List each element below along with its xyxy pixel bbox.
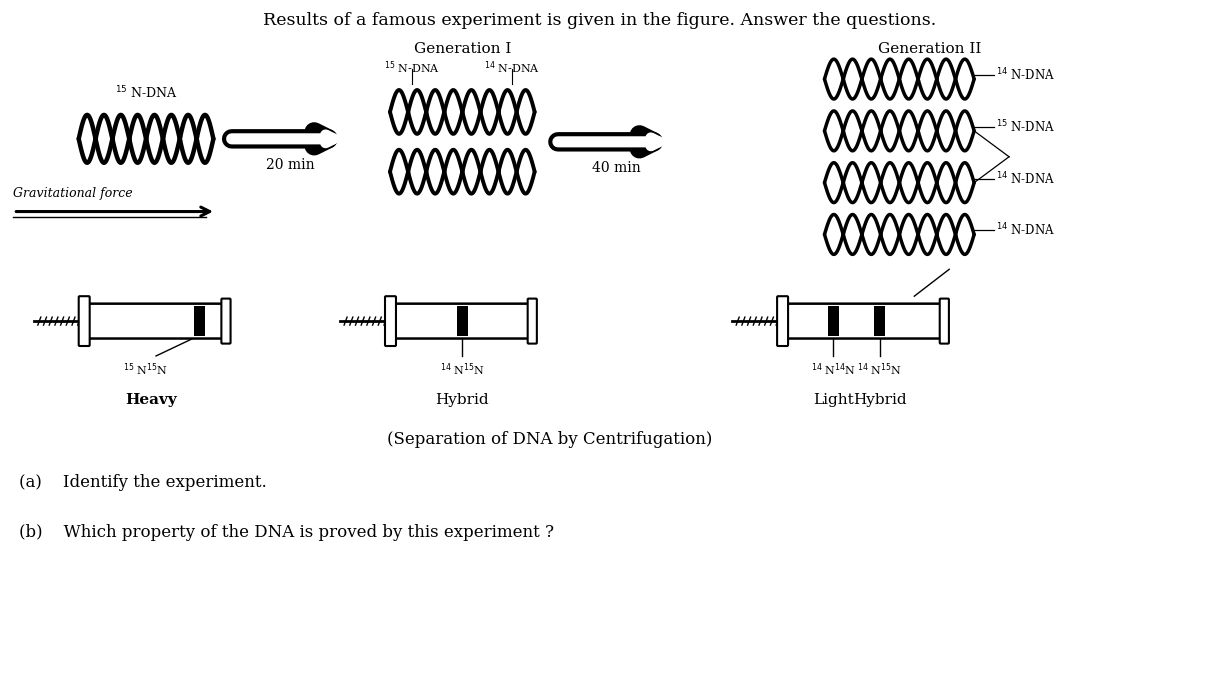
Text: $^{14}$ N-DNA: $^{14}$ N-DNA xyxy=(996,67,1055,83)
Text: $^{15}$ N$^{15}$N: $^{15}$ N$^{15}$N xyxy=(123,361,169,378)
Bar xyxy=(874,306,885,336)
Text: $^{14}$ N$^{15}$N: $^{14}$ N$^{15}$N xyxy=(857,361,902,378)
Text: Gravitational force: Gravitational force xyxy=(13,186,133,200)
Text: $^{15}$ N-DNA: $^{15}$ N-DNA xyxy=(385,59,440,76)
Text: Hybrid: Hybrid xyxy=(435,393,490,407)
FancyBboxPatch shape xyxy=(528,299,537,344)
Text: 40 min: 40 min xyxy=(592,161,640,175)
Text: $^{14}$ N-DNA: $^{14}$ N-DNA xyxy=(996,170,1055,187)
Text: Light: Light xyxy=(813,393,854,407)
Text: (a)    Identify the experiment.: (a) Identify the experiment. xyxy=(19,475,267,491)
FancyBboxPatch shape xyxy=(87,304,224,339)
FancyBboxPatch shape xyxy=(385,296,396,346)
Text: 20 min: 20 min xyxy=(267,158,315,172)
FancyBboxPatch shape xyxy=(777,296,788,346)
Text: $^{15}$ N-DNA: $^{15}$ N-DNA xyxy=(115,85,177,101)
Bar xyxy=(829,306,839,336)
FancyBboxPatch shape xyxy=(393,304,531,339)
Text: Generation II: Generation II xyxy=(878,42,980,56)
Text: $^{15}$ N-DNA: $^{15}$ N-DNA xyxy=(996,119,1055,135)
Text: $^{14}$ N-DNA: $^{14}$ N-DNA xyxy=(996,222,1055,239)
FancyBboxPatch shape xyxy=(939,299,949,344)
Text: Heavy: Heavy xyxy=(125,393,177,407)
Text: Generation I: Generation I xyxy=(414,42,511,56)
Bar xyxy=(457,306,468,336)
Text: $^{14}$ N$^{15}$N: $^{14}$ N$^{15}$N xyxy=(440,361,485,378)
Text: Hybrid: Hybrid xyxy=(853,393,907,407)
Text: $^{14}$ N-DNA: $^{14}$ N-DNA xyxy=(484,59,540,76)
Text: Results of a famous experiment is given in the figure. Answer the questions.: Results of a famous experiment is given … xyxy=(263,12,937,29)
Text: $^{14}$ N$^{14}$N: $^{14}$ N$^{14}$N xyxy=(810,361,856,378)
Text: (b)    Which property of the DNA is proved by this experiment ?: (b) Which property of the DNA is proved … xyxy=(19,525,555,541)
Text: (Separation of DNA by Centrifugation): (Separation of DNA by Centrifugation) xyxy=(387,430,713,448)
FancyBboxPatch shape xyxy=(78,296,89,346)
Bar xyxy=(194,306,205,336)
FancyBboxPatch shape xyxy=(785,304,943,339)
FancyBboxPatch shape xyxy=(222,299,230,344)
